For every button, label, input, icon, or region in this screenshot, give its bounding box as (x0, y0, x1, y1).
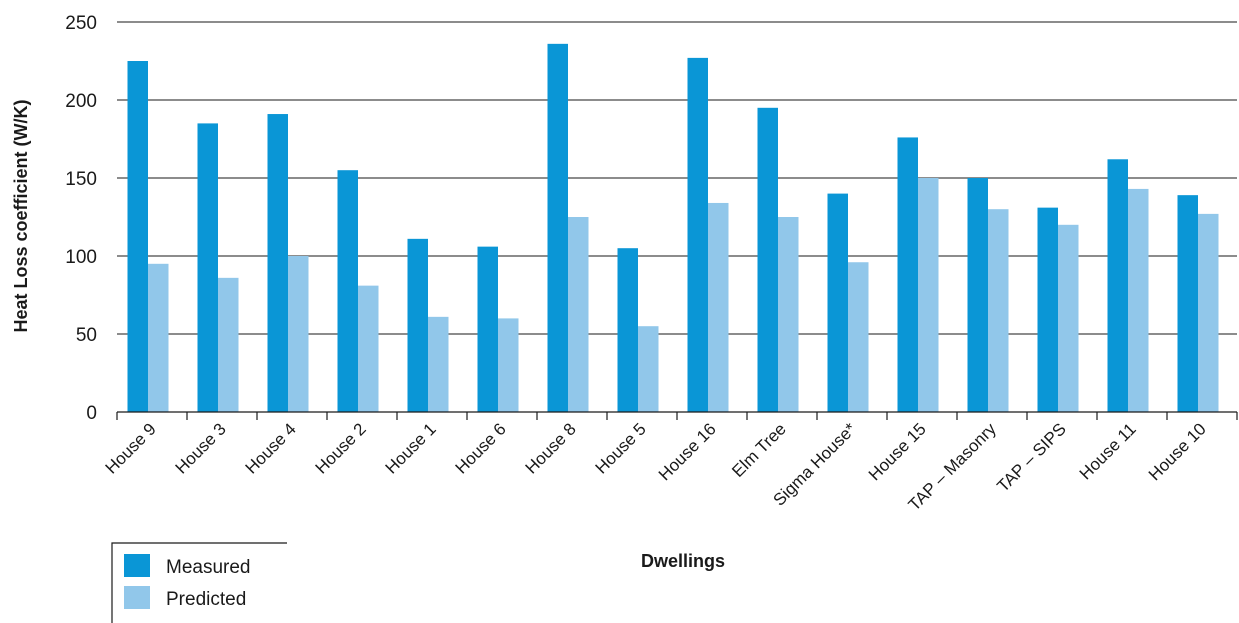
bar-predicted-house-4 (288, 256, 309, 412)
x-tick-label-house-9: House 9 (102, 419, 160, 477)
x-tick-label-house-8: House 8 (522, 419, 580, 477)
bar-measured-house-15 (897, 137, 918, 412)
bar-predicted-house-5 (638, 326, 659, 412)
x-tick-label-tap-sips: TAP – SIPS (993, 419, 1069, 495)
x-tick-label-house-15: House 15 (865, 419, 930, 484)
bar-measured-tap-masonry (967, 178, 988, 412)
bar-measured-house-5 (617, 248, 638, 412)
x-tick-label-house-11: House 11 (1076, 419, 1140, 483)
bar-predicted-house-15 (918, 178, 939, 412)
x-axis-title: Dwellings (641, 551, 725, 571)
legend-label-measured: Measured (166, 557, 251, 578)
legend-swatch-predicted (124, 586, 150, 609)
x-tick-label-house-4: House 4 (242, 419, 300, 477)
bar-predicted-house-3 (218, 277, 239, 412)
bar-measured-house-9 (127, 61, 148, 412)
bar-predicted-sigma-house (848, 262, 869, 412)
bar-measured-elm-tree (757, 107, 778, 413)
bar-predicted-elm-tree (778, 217, 799, 412)
legend-frame (111, 542, 287, 623)
bar-measured-house-16 (687, 57, 708, 412)
bar-predicted-house-10 (1198, 213, 1219, 412)
bar-measured-house-2 (337, 170, 358, 412)
y-tick-label-100: 100 (65, 247, 97, 268)
x-tick-label-house-16: House 16 (655, 419, 720, 484)
x-tick-label-house-2: House 2 (312, 419, 370, 477)
bar-measured-house-8 (547, 43, 568, 413)
bar-measured-house-10 (1177, 195, 1198, 412)
y-tick-label-250: 250 (65, 13, 97, 34)
bar-measured-sigma-house (827, 193, 848, 412)
bar-predicted-tap-masonry (988, 209, 1009, 412)
bar-measured-house-11 (1107, 159, 1128, 412)
legend-swatch-measured (124, 554, 150, 577)
x-tick-label-house-6: House 6 (452, 419, 510, 477)
bar-measured-tap-sips (1037, 207, 1058, 412)
bars (127, 43, 1219, 413)
x-tick-label-elm-tree: Elm Tree (728, 419, 790, 481)
x-tick-label-house-10: House 10 (1145, 419, 1210, 484)
legend-label-predicted: Predicted (166, 589, 246, 610)
bar-predicted-house-8 (568, 217, 589, 412)
x-axis-ticks: House 9 House 3 House 4 House 2 House 1 House… (102, 412, 1238, 515)
y-tick-label-0: 0 (86, 403, 97, 424)
x-tick-label-house-5: House 5 (592, 419, 650, 477)
bar-predicted-house-1 (428, 316, 449, 412)
y-axis-ticks: 0 50 100 150 200 250 (65, 13, 97, 424)
x-tick-label-house-1: House 1 (382, 419, 440, 477)
bar-predicted-house-2 (358, 285, 379, 412)
bar-predicted-tap-sips (1058, 224, 1079, 412)
x-tick-label-house-3: House 3 (172, 419, 230, 477)
bar-predicted-house-11 (1128, 188, 1149, 412)
bar-measured-house-6 (477, 246, 498, 412)
y-axis-title: Heat Loss coefficient (W/K) (11, 99, 31, 332)
bar-measured-house-3 (197, 123, 218, 413)
bar-measured-house-4 (267, 114, 288, 412)
bar-predicted-house-16 (708, 202, 729, 412)
bar-predicted-house-6 (498, 318, 519, 412)
y-tick-label-150: 150 (65, 169, 97, 190)
bar-predicted-house-9 (148, 263, 169, 412)
y-tick-label-50: 50 (76, 325, 97, 346)
bar-measured-house-1 (407, 238, 428, 412)
y-tick-label-200: 200 (65, 91, 97, 112)
legend: Measured Predicted (111, 542, 287, 623)
